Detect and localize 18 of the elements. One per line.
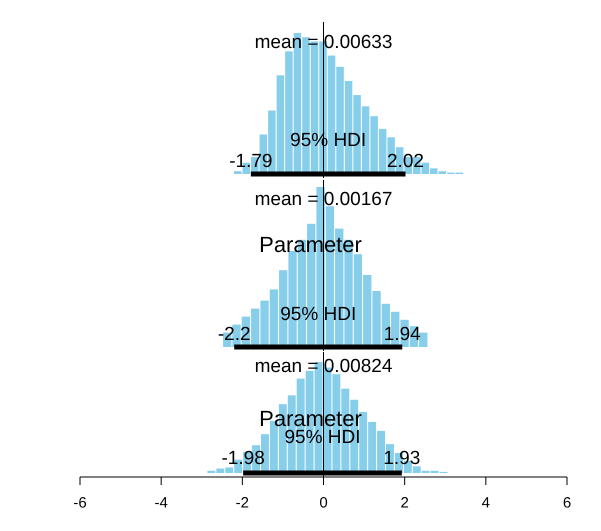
x-tick-label: 2 <box>400 494 409 512</box>
annotation: -2.2 <box>218 324 251 345</box>
x-tick-label: -4 <box>154 494 168 512</box>
x-tick-label: -2 <box>236 494 250 512</box>
annotation: 95% HDI <box>280 304 356 325</box>
annotation: 2.02 <box>386 151 424 172</box>
x-tick-label: 4 <box>482 494 490 512</box>
annotation: mean = 0.00824 <box>254 356 393 377</box>
x-tick-label: -6 <box>73 494 87 512</box>
annotation: 1.94 <box>384 324 422 345</box>
annotation: 1.93 <box>383 448 420 469</box>
annotation: mean = 0.00633 <box>254 32 392 53</box>
annotation: 95% HDI <box>284 427 360 448</box>
x-tick-label: 0 <box>319 494 328 512</box>
x-tick-label: 6 <box>562 494 572 512</box>
annotation: -1.98 <box>221 448 265 469</box>
annotation: mean = 0.00167 <box>254 189 392 210</box>
annotation: -1.79 <box>229 151 273 172</box>
